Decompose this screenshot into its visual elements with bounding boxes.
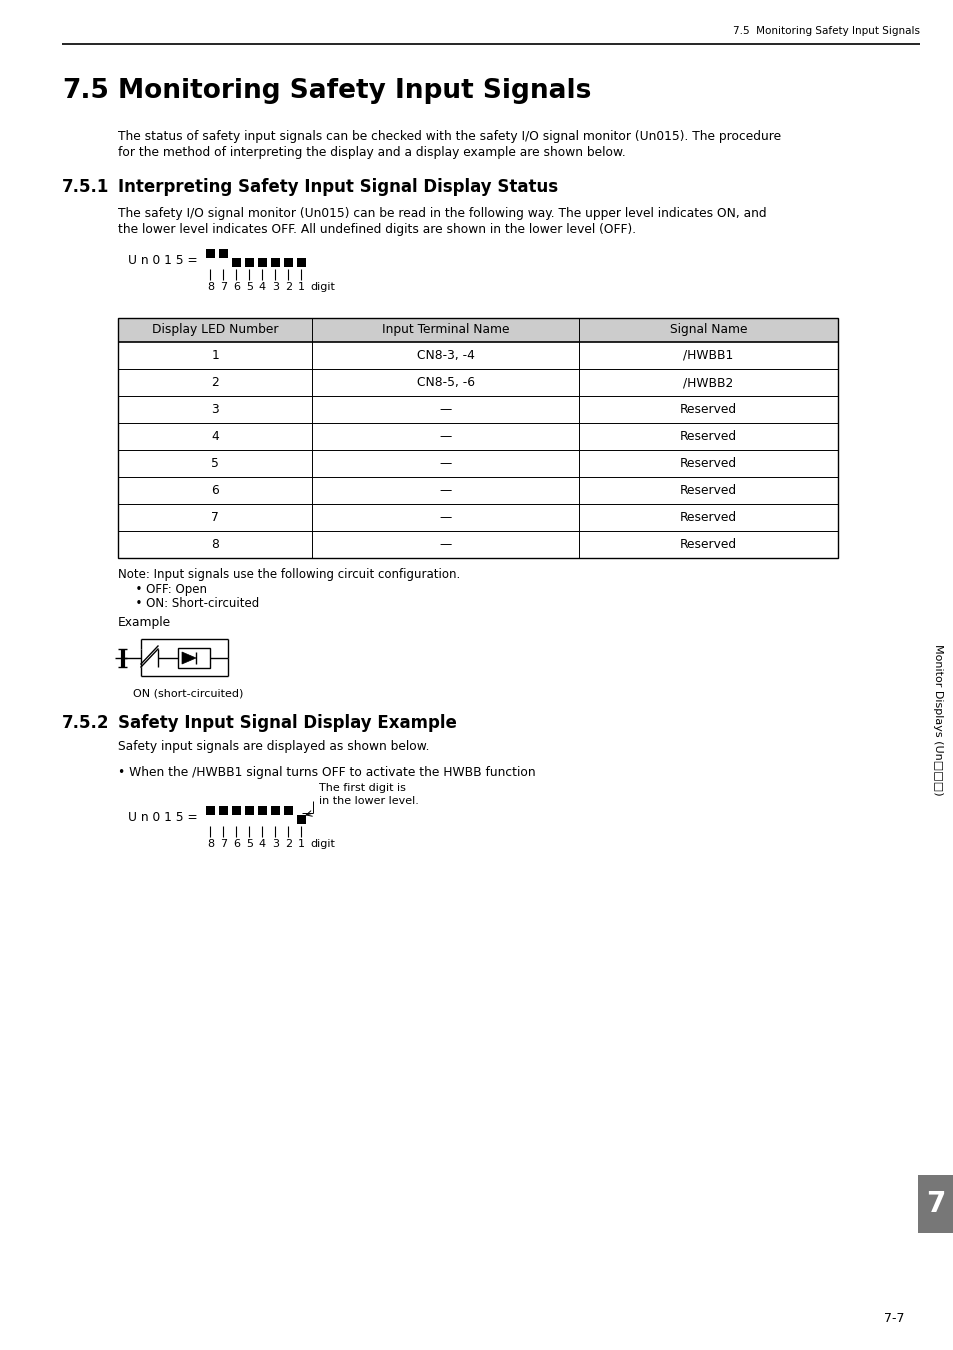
Text: ON (short-circuited): ON (short-circuited) [132, 688, 243, 698]
Text: 3: 3 [212, 404, 219, 416]
Text: 1: 1 [297, 282, 305, 292]
Text: The safety I/O signal monitor (Un015) can be read in the following way. The uppe: The safety I/O signal monitor (Un015) ca… [118, 207, 766, 220]
Text: U n 0 1 5 =: U n 0 1 5 = [128, 254, 197, 267]
Text: Reserved: Reserved [679, 404, 736, 416]
Text: 2: 2 [212, 377, 219, 389]
Text: Interpreting Safety Input Signal Display Status: Interpreting Safety Input Signal Display… [118, 178, 558, 196]
Bar [257, 806, 267, 815]
Bar [118, 319, 837, 558]
Text: The first digit is: The first digit is [319, 783, 406, 792]
Text: 4: 4 [258, 838, 266, 849]
Text: • When the /HWBB1 signal turns OFF to activate the HWBB function: • When the /HWBB1 signal turns OFF to ac… [118, 765, 535, 779]
Polygon shape [182, 652, 195, 664]
Text: 2: 2 [285, 282, 292, 292]
Text: U n 0 1 5 =: U n 0 1 5 = [128, 811, 197, 824]
Text: 7: 7 [220, 282, 227, 292]
Text: Note: Input signals use the following circuit configuration.: Note: Input signals use the following ci… [118, 568, 459, 580]
Bar [284, 806, 293, 815]
Text: Reserved: Reserved [679, 539, 736, 551]
Bar [284, 258, 293, 267]
Text: CN8-5, -6: CN8-5, -6 [416, 377, 474, 389]
Text: 8: 8 [207, 838, 213, 849]
Bar [245, 258, 253, 267]
Text: 1: 1 [212, 350, 219, 362]
Bar [219, 806, 228, 815]
Text: 4: 4 [258, 282, 266, 292]
Text: digit: digit [310, 282, 335, 292]
Text: • ON: Short-circuited: • ON: Short-circuited [128, 597, 259, 610]
Text: 3: 3 [272, 282, 278, 292]
Text: for the method of interpreting the display and a display example are shown below: for the method of interpreting the displ… [118, 146, 625, 159]
Text: Monitoring Safety Input Signals: Monitoring Safety Input Signals [118, 78, 591, 104]
Text: 7.5.2: 7.5.2 [62, 714, 110, 732]
Text: 6: 6 [233, 838, 240, 849]
Text: /HWBB1: /HWBB1 [682, 350, 733, 362]
Text: 2: 2 [285, 838, 292, 849]
Text: 7: 7 [212, 512, 219, 524]
Bar [206, 806, 214, 815]
Text: 3: 3 [272, 838, 278, 849]
Text: Input Terminal Name: Input Terminal Name [381, 324, 509, 336]
Bar [232, 258, 241, 267]
Text: 7: 7 [220, 838, 227, 849]
Bar [178, 648, 210, 668]
Bar [232, 806, 241, 815]
Text: 6: 6 [212, 485, 219, 497]
Text: Monitor Displays (Un□□□): Monitor Displays (Un□□□) [932, 644, 942, 795]
Text: 7: 7 [925, 1189, 944, 1218]
Text: in the lower level.: in the lower level. [319, 796, 419, 806]
Text: Reserved: Reserved [679, 458, 736, 470]
Text: 7.5  Monitoring Safety Input Signals: 7.5 Monitoring Safety Input Signals [732, 26, 919, 36]
Text: —: — [439, 404, 452, 416]
Text: the lower level indicates OFF. All undefined digits are shown in the lower level: the lower level indicates OFF. All undef… [118, 223, 636, 236]
Bar [917, 1174, 953, 1233]
Text: 8: 8 [207, 282, 213, 292]
Text: 7.5.1: 7.5.1 [62, 178, 110, 196]
Text: 1: 1 [297, 838, 305, 849]
Text: Reserved: Reserved [679, 431, 736, 443]
Text: Safety input signals are displayed as shown below.: Safety input signals are displayed as sh… [118, 740, 429, 753]
Text: Display LED Number: Display LED Number [152, 324, 278, 336]
Bar [257, 258, 267, 267]
Text: —: — [439, 431, 452, 443]
Text: —: — [439, 539, 452, 551]
Bar [245, 806, 253, 815]
Text: 5: 5 [246, 282, 253, 292]
Bar [296, 258, 306, 267]
Bar [206, 248, 214, 258]
Text: 4: 4 [212, 431, 219, 443]
Text: 7-7: 7-7 [883, 1312, 904, 1324]
Text: Safety Input Signal Display Example: Safety Input Signal Display Example [118, 714, 456, 732]
Text: /HWBB2: /HWBB2 [682, 377, 733, 389]
Bar [219, 248, 228, 258]
Text: Example: Example [118, 616, 171, 629]
Text: digit: digit [310, 838, 335, 849]
Text: —: — [439, 512, 452, 524]
Text: CN8-3, -4: CN8-3, -4 [416, 350, 474, 362]
Text: Reserved: Reserved [679, 512, 736, 524]
Text: • OFF: Open: • OFF: Open [128, 583, 207, 595]
Bar [271, 806, 280, 815]
Text: —: — [439, 485, 452, 497]
Text: Signal Name: Signal Name [669, 324, 746, 336]
Text: Reserved: Reserved [679, 485, 736, 497]
Text: 8: 8 [211, 539, 219, 551]
Bar [271, 258, 280, 267]
Bar [118, 319, 837, 342]
Text: The status of safety input signals can be checked with the safety I/O signal mon: The status of safety input signals can b… [118, 130, 781, 143]
Text: 7.5: 7.5 [62, 78, 109, 104]
Text: 6: 6 [233, 282, 240, 292]
Text: 5: 5 [211, 458, 219, 470]
Text: 5: 5 [246, 838, 253, 849]
Bar [296, 815, 306, 824]
Text: —: — [439, 458, 452, 470]
